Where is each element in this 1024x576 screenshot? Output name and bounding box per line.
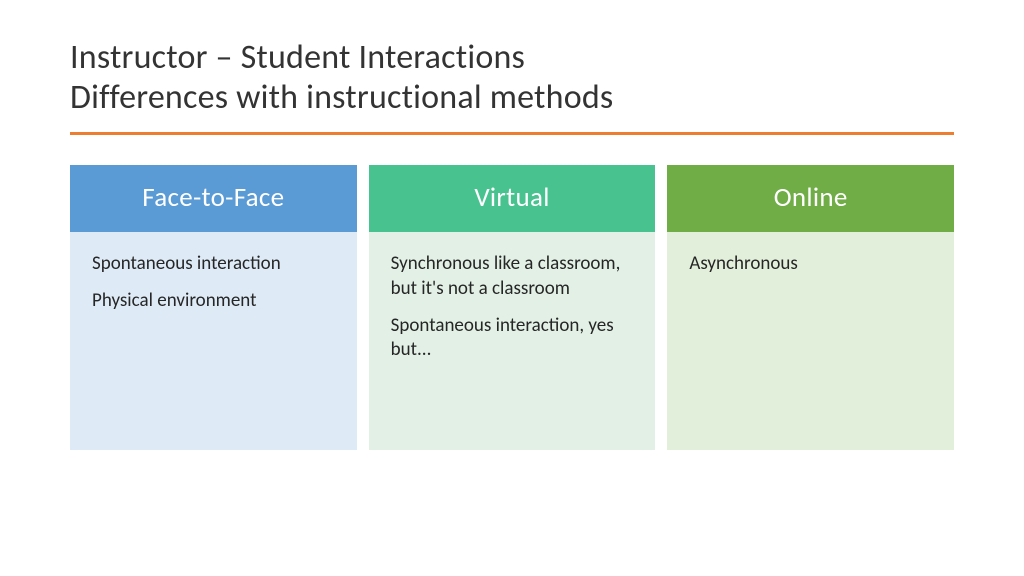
slide: Instructor – Student Interactions Differ…: [0, 0, 1024, 450]
column-2: Online Asynchronous: [667, 165, 954, 450]
columns-container: Face-to-Face Spontaneous interaction Physi…: [70, 165, 954, 450]
column-0: Face-to-Face Spontaneous interaction Physi…: [70, 165, 357, 450]
column-header: Face-to-Face: [70, 165, 357, 232]
column-body: Spontaneous interaction Physical environm…: [70, 232, 357, 450]
divider-rule: [70, 132, 954, 135]
column-item: Synchronous like a classroom, but it's n…: [391, 252, 634, 301]
column-item: Spontaneous interaction, yes but...: [391, 314, 634, 363]
column-item: Spontaneous interaction: [92, 252, 335, 277]
slide-title: Instructor – Student Interactions Differ…: [70, 38, 954, 118]
title-line-1: Instructor – Student Interactions: [70, 38, 954, 78]
column-item: Asynchronous: [689, 252, 932, 277]
column-item: Physical environment: [92, 289, 335, 314]
column-header: Online: [667, 165, 954, 232]
title-line-2: Differences with instructional methods: [70, 78, 954, 118]
column-body: Synchronous like a classroom, but it's n…: [369, 232, 656, 450]
column-1: Virtual Synchronous like a classroom, but…: [369, 165, 656, 450]
column-header: Virtual: [369, 165, 656, 232]
column-body: Asynchronous: [667, 232, 954, 450]
